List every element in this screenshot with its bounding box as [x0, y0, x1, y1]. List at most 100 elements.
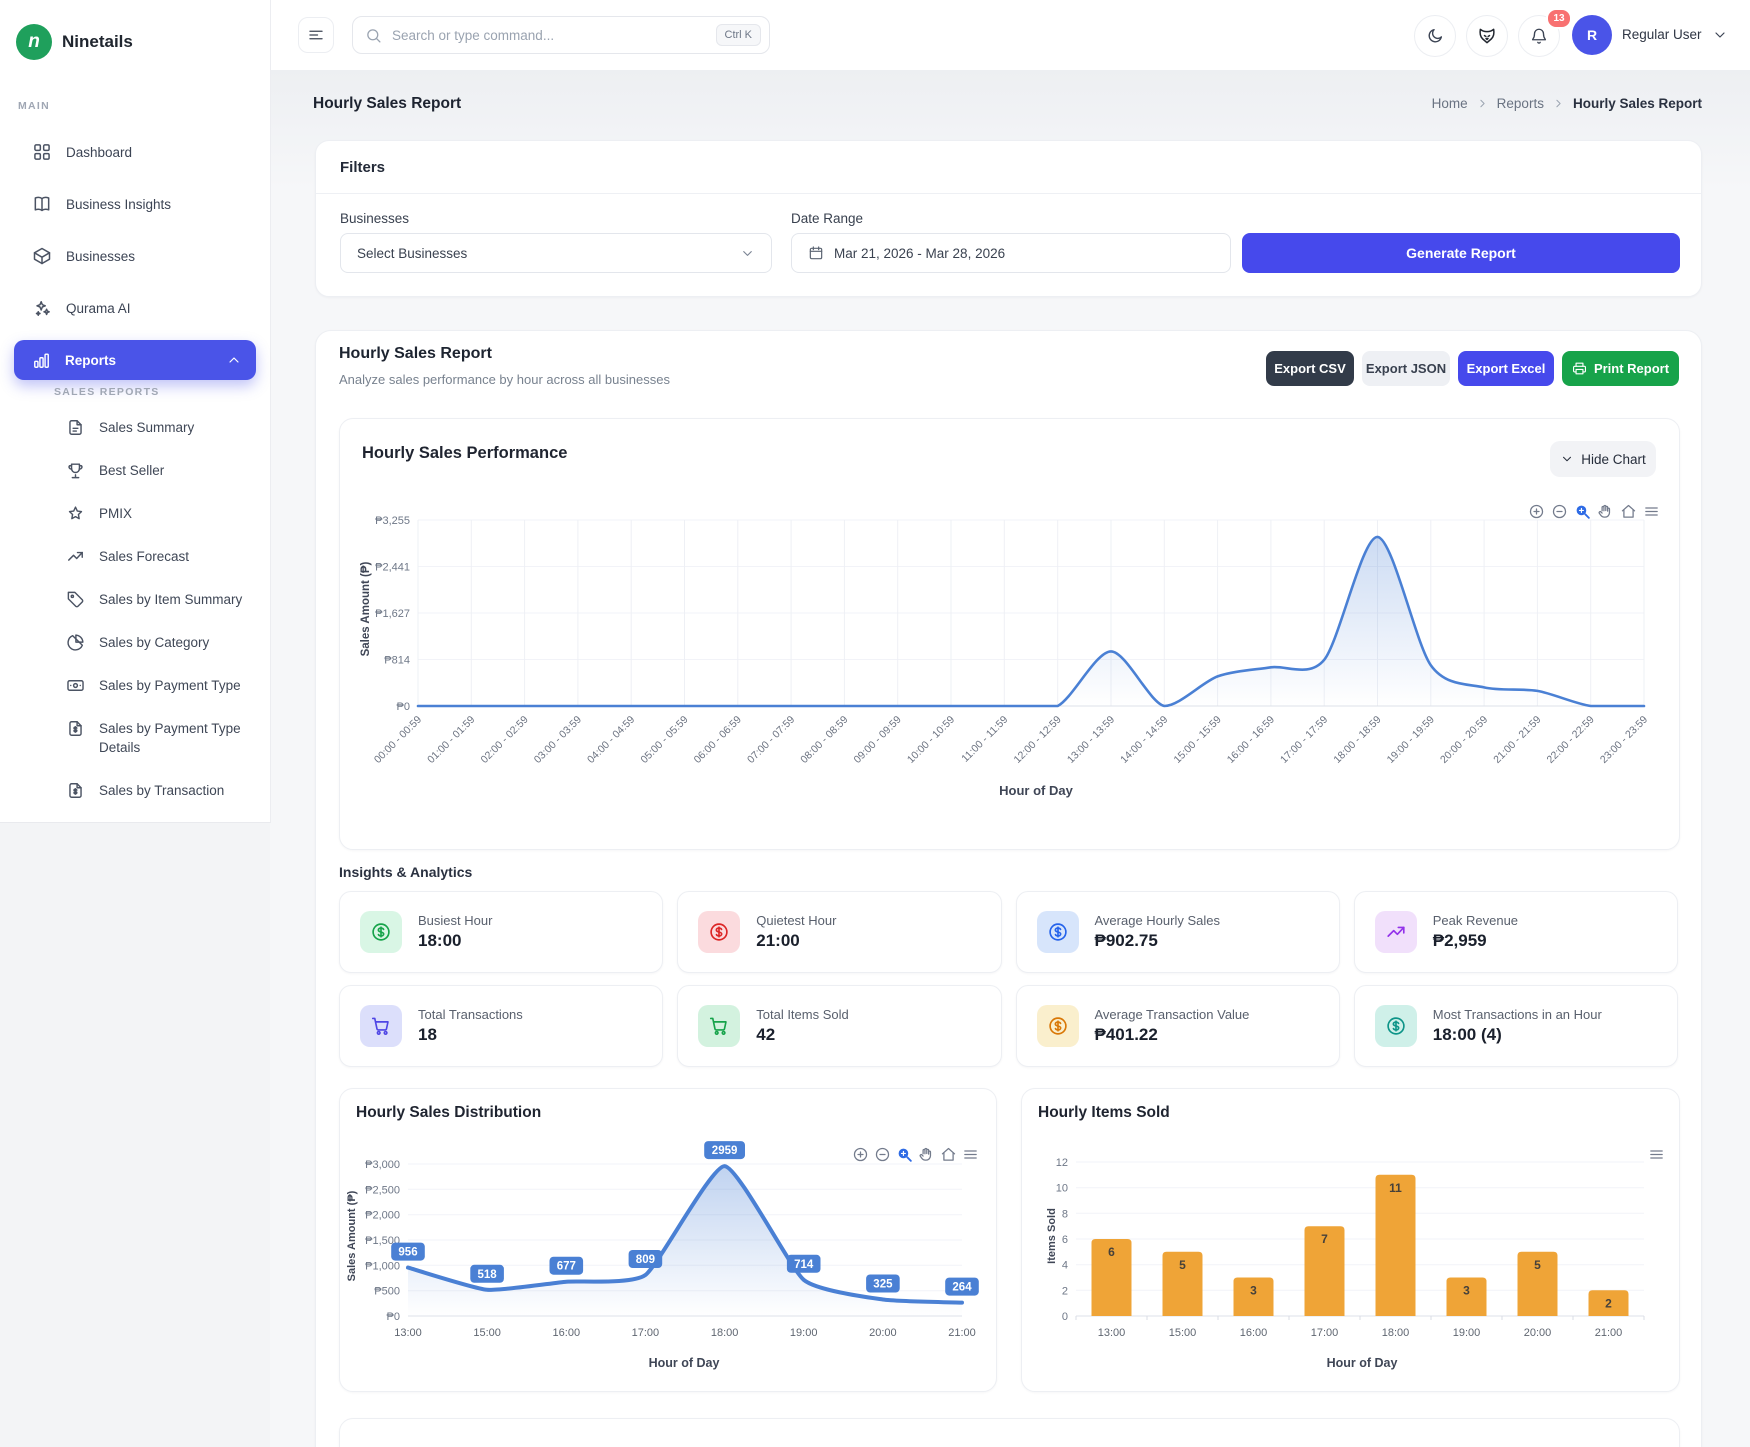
sidebar-item-label: Dashboard	[66, 145, 132, 160]
insight-label: Busiest Hour	[418, 913, 492, 928]
hide-chart-button[interactable]: Hide Chart	[1550, 441, 1656, 477]
page: n Ninetails MAIN DashboardBusiness Insig…	[0, 0, 1750, 1447]
sidebar-item-business-insights[interactable]: Business Insights	[0, 178, 270, 230]
dollar-glyph	[1047, 921, 1069, 943]
distribution-chart[interactable]: ₱0₱500₱1,000₱1,500₱2,000₱2,500₱3,00013:0…	[350, 1138, 982, 1368]
insight-label: Average Hourly Sales	[1095, 913, 1221, 928]
svg-text:18:00: 18:00	[1382, 1327, 1410, 1339]
date-range-input[interactable]: Mar 21, 2026 - Mar 28, 2026	[791, 233, 1231, 273]
bell-icon	[1530, 27, 1548, 45]
user-menu[interactable]: Regular User	[1622, 27, 1702, 42]
dollar-icon	[1375, 1005, 1417, 1047]
svg-text:10: 10	[1056, 1183, 1068, 1195]
insight-value: 18	[418, 1025, 523, 1045]
svg-text:22:00 - 22:59: 22:00 - 22:59	[1545, 714, 1597, 766]
sidebar-item-sales-forecast[interactable]: Sales Forecast	[0, 535, 270, 578]
breadcrumb: Home Reports Hourly Sales Report	[1432, 96, 1702, 111]
brand-logo-icon: n	[16, 24, 52, 60]
chevron-up-icon	[226, 352, 242, 368]
export-csv-button[interactable]: Export CSV	[1266, 351, 1354, 386]
sidebar-item-sales-by-item-summary[interactable]: Sales by Item Summary	[0, 578, 270, 621]
sidebar-item-best-seller[interactable]: Best Seller	[0, 449, 270, 492]
svg-text:18:00 - 18:59: 18:00 - 18:59	[1331, 714, 1383, 766]
breadcrumb-item[interactable]: Hourly Sales Report	[1573, 96, 1702, 111]
insight-card-average-hourly-sales: Average Hourly Sales₱902.75	[1016, 891, 1340, 973]
sidebar-item-sales-summary[interactable]: Sales Summary	[0, 406, 270, 449]
svg-text:05:00 - 05:59: 05:00 - 05:59	[638, 714, 690, 766]
printer-icon	[1572, 361, 1587, 376]
sidebar-item-label: Sales by Item Summary	[99, 590, 259, 609]
dark-mode-button[interactable]	[1414, 15, 1456, 57]
svg-text:17:00: 17:00	[1311, 1327, 1339, 1339]
svg-text:3: 3	[1250, 1284, 1257, 1298]
sidebar-item-businesses[interactable]: Businesses	[0, 230, 270, 282]
svg-text:23:00 - 23:59: 23:00 - 23:59	[1598, 714, 1650, 766]
sidebar-item-sales-by-category[interactable]: Sales by Category	[0, 621, 270, 664]
export-json-button[interactable]: Export JSON	[1362, 351, 1450, 386]
svg-text:4: 4	[1062, 1260, 1068, 1272]
print-report-button[interactable]: Print Report	[1562, 351, 1679, 386]
svg-text:01:00 - 01:59: 01:00 - 01:59	[425, 714, 477, 766]
insight-card-most-transactions-in-an-hour: Most Transactions in an Hour18:00 (4)	[1354, 985, 1678, 1067]
svg-text:₱3,000: ₱3,000	[365, 1159, 400, 1171]
insight-value: 42	[756, 1025, 849, 1045]
svg-text:16:00: 16:00	[553, 1327, 581, 1339]
svg-text:2: 2	[1605, 1296, 1612, 1310]
sidebar-toggle-button[interactable]	[298, 17, 334, 53]
svg-text:₱500: ₱500	[374, 1286, 400, 1298]
svg-text:6: 6	[1108, 1245, 1115, 1259]
sidebar: n Ninetails MAIN DashboardBusiness Insig…	[0, 0, 271, 823]
insights-title: Insights & Analytics	[339, 864, 472, 880]
svg-text:264: 264	[952, 1282, 972, 1294]
avatar[interactable]: R	[1572, 15, 1612, 55]
svg-text:14:00 - 14:59: 14:00 - 14:59	[1118, 714, 1170, 766]
svg-text:7: 7	[1321, 1232, 1328, 1246]
dollar-glyph	[1385, 1015, 1407, 1037]
insight-label: Total Transactions	[418, 1007, 523, 1022]
svg-text:₱2,441: ₱2,441	[375, 562, 410, 574]
insight-card-peak-revenue: Peak Revenue₱2,959	[1354, 891, 1678, 973]
search-box[interactable]: Ctrl K	[352, 16, 770, 54]
hide-chart-label: Hide Chart	[1581, 452, 1646, 467]
breadcrumb-item[interactable]: Home	[1432, 96, 1468, 111]
file-dollar-icon	[66, 781, 85, 800]
generate-report-button[interactable]: Generate Report	[1242, 233, 1680, 273]
sidebar-item-pmix[interactable]: PMIX	[0, 492, 270, 535]
sidebar-item-sales-by-transaction[interactable]: Sales by Transaction	[0, 769, 270, 812]
sidebar-item-reports[interactable]: Reports	[14, 340, 256, 380]
user-chevron-down-icon[interactable]	[1712, 27, 1728, 43]
assistant-button[interactable]	[1466, 15, 1508, 57]
insight-label: Average Transaction Value	[1095, 1007, 1250, 1022]
sidebar-item-dashboard[interactable]: Dashboard	[0, 126, 270, 178]
dollar-icon	[698, 911, 740, 953]
trend-up-icon	[1375, 911, 1417, 953]
sidebar-item-qurama-ai[interactable]: Qurama AI	[0, 282, 270, 334]
svg-text:714: 714	[794, 1259, 814, 1271]
sidebar-item-label: Sales by Payment Type Details	[99, 719, 259, 757]
breadcrumb-item[interactable]: Reports	[1497, 96, 1544, 111]
performance-chart[interactable]: ₱0₱814₱1,627₱2,441₱3,25500:00 - 00:5901:…	[352, 496, 1652, 826]
package-icon	[32, 246, 52, 266]
export-excel-button[interactable]: Export Excel	[1458, 351, 1554, 386]
sidebar-item-label: PMIX	[99, 504, 259, 523]
svg-text:₱1,627: ₱1,627	[375, 608, 410, 620]
distribution-chart-title: Hourly Sales Distribution	[356, 1104, 541, 1122]
search-input[interactable]	[390, 27, 716, 44]
performance-chart-title: Hourly Sales Performance	[362, 444, 567, 463]
sidebar-subnav: Sales SummaryBest Seller PMIX Sales Foreca…	[0, 406, 270, 812]
filters-title: Filters	[340, 159, 385, 176]
brand-name: Ninetails	[62, 32, 133, 52]
trend-up-icon	[66, 547, 85, 566]
businesses-select[interactable]: Select Businesses	[340, 233, 772, 273]
sidebar-item-label: Sales by Transaction	[99, 781, 259, 800]
brand[interactable]: n Ninetails	[0, 0, 270, 60]
items-chart[interactable]: 024681012613:00515:00316:00717:001118:00…	[1030, 1138, 1662, 1368]
sidebar-item-sales-by-payment-type-details[interactable]: Sales by Payment Type Details	[0, 707, 270, 769]
sidebar-item-sales-by-payment-type[interactable]: Sales by Payment Type	[0, 664, 270, 707]
report-subtitle: Analyze sales performance by hour across…	[339, 372, 670, 387]
svg-text:8: 8	[1062, 1208, 1068, 1220]
banknote-icon	[66, 676, 85, 695]
insight-card-average-transaction-value: Average Transaction Value₱401.22	[1016, 985, 1340, 1067]
insight-value: 18:00	[418, 931, 492, 951]
svg-text:₱1,000: ₱1,000	[365, 1260, 400, 1272]
